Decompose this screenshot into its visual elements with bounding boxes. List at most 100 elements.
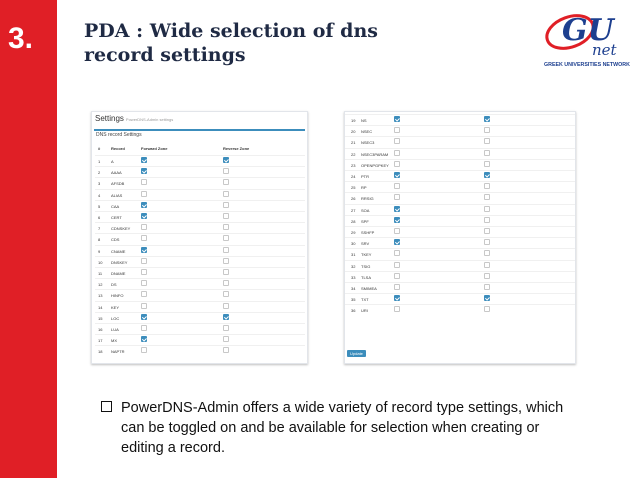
reverse-zone-checkbox[interactable]: [223, 291, 229, 298]
forward-zone-checkbox[interactable]: [141, 235, 147, 242]
forward-zone-checkbox[interactable]: [394, 160, 400, 167]
reverse-zone-checkbox[interactable]: [223, 235, 229, 242]
reverse-zone-checkbox[interactable]: [484, 149, 490, 156]
record-type: NSEC: [361, 129, 373, 135]
record-row: 26 RRSIG: [345, 192, 575, 204]
reverse-zone-checkbox[interactable]: [223, 224, 229, 231]
forward-zone-checkbox[interactable]: [141, 280, 147, 287]
logo-gu-text: GU: [562, 13, 616, 48]
reverse-zone-checkbox[interactable]: [484, 239, 490, 246]
settings-heading: Settings PowerDNS-Admin settings: [95, 114, 173, 123]
forward-zone-checkbox[interactable]: [141, 269, 147, 275]
reverse-zone-checkbox[interactable]: [223, 302, 229, 309]
record-row: 34 SMIMEA: [345, 282, 575, 294]
forward-zone-checkbox[interactable]: [141, 190, 147, 197]
forward-zone-checkbox[interactable]: [141, 179, 147, 186]
forward-zone-checkbox[interactable]: [394, 295, 400, 302]
record-type: SMIMEA: [361, 286, 377, 291]
reverse-zone-checkbox[interactable]: [484, 127, 490, 134]
reverse-zone-checkbox[interactable]: [484, 228, 490, 234]
update-button[interactable]: Update: [347, 350, 366, 357]
forward-zone-checkbox[interactable]: [141, 224, 147, 231]
forward-zone-checkbox[interactable]: [394, 194, 400, 201]
record-type: LOC: [111, 315, 120, 321]
record-number: 26: [351, 196, 356, 202]
reverse-zone-checkbox[interactable]: [484, 272, 490, 279]
forward-zone-checkbox[interactable]: [394, 183, 400, 190]
record-number: 28: [351, 218, 356, 224]
forward-zone-checkbox[interactable]: [394, 138, 400, 145]
reverse-zone-checkbox[interactable]: [484, 250, 490, 257]
forward-zone-checkbox[interactable]: [394, 272, 400, 279]
reverse-zone-checkbox[interactable]: [484, 306, 490, 313]
record-number: 27: [351, 207, 356, 213]
forward-zone-checkbox[interactable]: [394, 228, 400, 234]
forward-zone-checkbox[interactable]: [394, 216, 400, 223]
reverse-zone-checkbox[interactable]: [223, 313, 229, 320]
forward-zone-checkbox[interactable]: [141, 347, 147, 354]
forward-zone-checkbox[interactable]: [394, 116, 400, 122]
reverse-zone-checkbox[interactable]: [223, 257, 229, 264]
record-row: 9 CNAME: [95, 244, 305, 257]
forward-zone-checkbox[interactable]: [141, 157, 147, 163]
forward-zone-checkbox[interactable]: [141, 213, 147, 219]
reverse-zone-checkbox[interactable]: [484, 116, 490, 122]
forward-zone-checkbox[interactable]: [141, 336, 147, 343]
record-type: NSEC3: [361, 140, 375, 146]
reverse-zone-checkbox[interactable]: [484, 172, 490, 178]
forward-zone-checkbox[interactable]: [141, 302, 147, 309]
record-type: KEY: [111, 304, 120, 310]
record-number: 29: [351, 230, 356, 235]
forward-zone-checkbox[interactable]: [141, 313, 147, 320]
reverse-zone-checkbox[interactable]: [223, 269, 229, 275]
record-type: HINFO: [111, 293, 124, 299]
reverse-zone-checkbox[interactable]: [223, 168, 229, 175]
reverse-zone-checkbox[interactable]: [223, 246, 229, 253]
reverse-zone-checkbox[interactable]: [223, 347, 229, 354]
reverse-zone-checkbox[interactable]: [484, 284, 490, 290]
reverse-zone-checkbox[interactable]: [223, 325, 229, 331]
forward-zone-checkbox[interactable]: [394, 127, 400, 134]
reverse-zone-checkbox[interactable]: [223, 213, 229, 219]
forward-zone-checkbox[interactable]: [394, 261, 400, 268]
reverse-zone-checkbox[interactable]: [484, 216, 490, 223]
record-type: NS: [361, 118, 367, 123]
reverse-zone-checkbox[interactable]: [223, 179, 229, 186]
forward-zone-checkbox[interactable]: [394, 172, 400, 178]
reverse-zone-checkbox[interactable]: [484, 261, 490, 268]
reverse-zone-checkbox[interactable]: [484, 160, 490, 167]
forward-zone-checkbox[interactable]: [394, 205, 400, 212]
forward-zone-checkbox[interactable]: [394, 306, 400, 313]
reverse-zone-checkbox[interactable]: [223, 201, 229, 208]
reverse-zone-checkbox[interactable]: [484, 183, 490, 190]
reverse-zone-checkbox[interactable]: [223, 336, 229, 343]
record-row: 20 NSEC: [345, 125, 575, 137]
forward-zone-checkbox[interactable]: [394, 284, 400, 290]
forward-zone-checkbox[interactable]: [141, 201, 147, 208]
logo-net-text: net: [592, 41, 618, 59]
settings-title: Settings: [95, 114, 124, 123]
forward-zone-checkbox[interactable]: [394, 250, 400, 257]
record-type: SOA: [361, 207, 370, 213]
record-number: 7: [98, 226, 101, 232]
record-row: 4 ALIAS: [95, 188, 305, 201]
reverse-zone-checkbox[interactable]: [484, 295, 490, 302]
record-number: 14: [98, 304, 103, 310]
forward-zone-checkbox[interactable]: [141, 246, 147, 253]
reverse-zone-checkbox[interactable]: [484, 194, 490, 201]
forward-zone-checkbox[interactable]: [394, 239, 400, 246]
reverse-zone-checkbox[interactable]: [484, 205, 490, 212]
forward-zone-checkbox[interactable]: [141, 325, 147, 331]
forward-zone-checkbox[interactable]: [141, 168, 147, 175]
reverse-zone-checkbox[interactable]: [484, 138, 490, 145]
forward-zone-checkbox[interactable]: [394, 149, 400, 156]
reverse-zone-checkbox[interactable]: [223, 190, 229, 197]
reverse-zone-checkbox[interactable]: [223, 157, 229, 163]
record-row: 2 AAAA: [95, 166, 305, 178]
gunet-logo: GU net GREEK UNIVERSITIES NETWORK: [540, 6, 632, 68]
forward-zone-checkbox[interactable]: [141, 257, 147, 264]
reverse-zone-checkbox[interactable]: [223, 280, 229, 287]
record-type: TXT: [361, 297, 369, 303]
forward-zone-checkbox[interactable]: [141, 291, 147, 298]
record-type: CDS: [111, 237, 120, 243]
